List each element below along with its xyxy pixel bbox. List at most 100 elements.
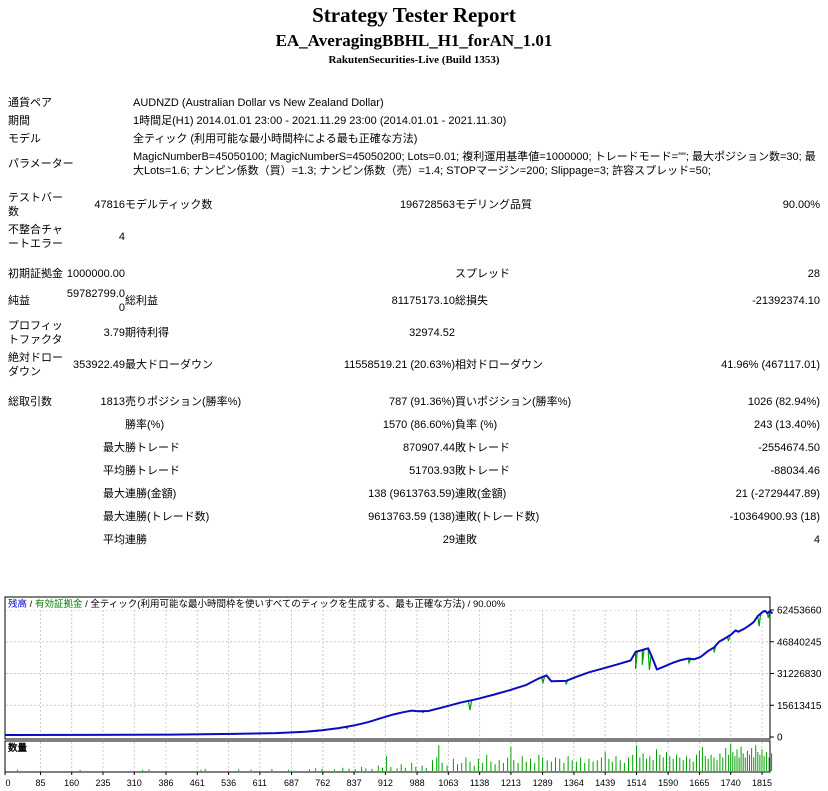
stat-value: 41.96% (467117.01) bbox=[721, 359, 821, 371]
stat-label bbox=[455, 317, 625, 349]
stat-label: 連勝(金額) bbox=[125, 487, 177, 500]
stat-value: 21 (-2729447.89) bbox=[735, 487, 821, 500]
stat-value bbox=[625, 221, 820, 253]
server-build: RakutenSecurities-Live (Build 1353) bbox=[328, 54, 500, 66]
stat-value: 29 bbox=[442, 533, 455, 546]
spacer-row bbox=[8, 253, 820, 262]
table-row: 期間 1時間足(H1) 2014.01.01 23:00 - 2021.11.29… bbox=[8, 112, 820, 130]
balance-chart: 残高 / 有効証拠金 / 全ティック(利用可能な最小時間枠を使いすべてのティック… bbox=[4, 596, 822, 788]
stat-label: 負率 (%) bbox=[455, 418, 498, 431]
svg-text:536: 536 bbox=[221, 778, 236, 788]
volume-bars bbox=[17, 744, 773, 771]
table-row: パラメーター MagicNumberB=45050100; MagicNumber… bbox=[8, 148, 820, 180]
table-row: 初期証拠金 1000000.00 スプレッド 28 bbox=[8, 262, 820, 285]
svg-text:1063: 1063 bbox=[438, 778, 458, 788]
stat-value bbox=[310, 262, 455, 285]
stat-value: 32974.52 bbox=[409, 327, 455, 339]
stat-label: プロフィットファクタ bbox=[8, 320, 63, 346]
volume-label: 数量 bbox=[7, 742, 28, 754]
report-table-wrap: 通貨ペア AUDNZD (Australian Dollar vs New Zea… bbox=[8, 94, 820, 551]
stat-label: 不整合チャートエラー bbox=[8, 224, 63, 250]
svg-text:0: 0 bbox=[777, 733, 783, 744]
stat-label bbox=[125, 262, 310, 285]
table-row: 最大 連勝(トレード数) 9613763.59 (138) 連敗(トレード数) -103… bbox=[8, 505, 820, 528]
stat-label: 勝トレード bbox=[125, 441, 180, 454]
stat-label: 売りポジション(勝率%) bbox=[125, 395, 242, 408]
stat-label: テストバー数 bbox=[8, 192, 63, 218]
stat-label: スプレッド bbox=[455, 267, 510, 280]
stat-label: 総利益 bbox=[125, 295, 158, 307]
stat-label: パラメーター bbox=[8, 158, 74, 170]
stat-label bbox=[8, 459, 63, 482]
table-row: 絶対ドローダウン 353922.49 最大ドローダウン 11558519.21 (20… bbox=[8, 349, 820, 381]
stat-label: 買いポジション(勝率%) bbox=[455, 395, 572, 408]
svg-text:85: 85 bbox=[35, 778, 45, 788]
svg-text:611: 611 bbox=[253, 778, 267, 788]
svg-text:235: 235 bbox=[95, 778, 110, 788]
svg-text:0: 0 bbox=[5, 778, 10, 788]
stat-label: モデリング品質 bbox=[455, 199, 532, 211]
stat-label bbox=[8, 505, 63, 528]
stat-value: 9613763.59 (138) bbox=[368, 510, 455, 523]
page-title: Strategy Tester Report bbox=[312, 3, 516, 27]
stat-label: 連敗 bbox=[455, 533, 477, 546]
chart-legend: 残高 / 有効証拠金 / 全ティック(利用可能な最小時間枠を使いすべてのティック… bbox=[8, 598, 506, 610]
svg-text:1213: 1213 bbox=[501, 778, 521, 788]
stat-value: 81175173.10 bbox=[391, 295, 455, 307]
svg-text:1364: 1364 bbox=[564, 778, 584, 788]
svg-text:1289: 1289 bbox=[533, 778, 553, 788]
svg-text:310: 310 bbox=[127, 778, 142, 788]
stat-label: 最大ドローダウン bbox=[125, 359, 213, 371]
stat-value: 59782799.00 bbox=[66, 288, 125, 314]
stat-value: 11558519.21 (20.63%) bbox=[343, 359, 455, 371]
stat-label: 総損失 bbox=[455, 295, 488, 307]
svg-text:160: 160 bbox=[64, 778, 79, 788]
stat-label bbox=[8, 413, 63, 436]
stat-label: 通貨ペア bbox=[8, 97, 52, 109]
spacer-row bbox=[8, 180, 820, 189]
svg-text:31226830: 31226830 bbox=[777, 669, 822, 680]
stat-value: 870907.44 bbox=[403, 441, 455, 454]
svg-text:1138: 1138 bbox=[470, 778, 489, 788]
stat-label: 敗トレード bbox=[455, 464, 510, 477]
table-row: 純益 59782799.00 総利益 81175173.10 総損失 -21392374.… bbox=[8, 285, 820, 317]
svg-text:988: 988 bbox=[410, 778, 425, 788]
stat-value: 51703.93 bbox=[409, 464, 455, 477]
svg-text:46840245: 46840245 bbox=[777, 637, 822, 648]
stat-label bbox=[125, 221, 310, 253]
stat-value: 1813 bbox=[100, 395, 125, 408]
table-row: 平均 連勝 29 連敗 4 bbox=[8, 528, 820, 551]
stat-label: モデルティック数 bbox=[125, 199, 213, 211]
stat-label: 連勝 bbox=[125, 533, 147, 546]
stat-label: 相対ドローダウン bbox=[455, 359, 543, 371]
stat-value: 1時間足(H1) 2014.01.01 23:00 - 2021.11.29 2… bbox=[133, 115, 507, 127]
y-axis-labels: 62453660 46840245 31226830 15613415 0 bbox=[770, 606, 822, 744]
svg-text:912: 912 bbox=[378, 778, 393, 788]
stat-value: 1570 (86.60%) bbox=[382, 418, 455, 431]
stat-label: 期待利得 bbox=[125, 327, 169, 339]
stat-value: 138 (9613763.59) bbox=[368, 487, 455, 500]
svg-text:62453660: 62453660 bbox=[777, 606, 822, 617]
stat-value: AUDNZD (Australian Dollar vs New Zealand… bbox=[133, 97, 384, 109]
svg-text:1439: 1439 bbox=[595, 778, 615, 788]
svg-text:461: 461 bbox=[190, 778, 205, 788]
stat-value: 243 (13.40%) bbox=[753, 418, 821, 431]
stat-label: 初期証拠金 bbox=[8, 267, 63, 280]
table-row: 平均 勝トレード 51703.93 敗トレード -88034.46 bbox=[8, 459, 820, 482]
stat-label bbox=[8, 482, 63, 505]
stat-label: 勝率(%) bbox=[125, 418, 165, 431]
stat-label bbox=[455, 221, 625, 253]
stat-value bbox=[310, 221, 455, 253]
balance-line bbox=[4, 609, 774, 736]
stat-label: 勝トレード bbox=[125, 464, 180, 477]
stat-value: 1026 (82.94%) bbox=[747, 395, 821, 408]
stat-value: 平均 bbox=[103, 464, 125, 477]
stat-label: 連勝(トレード数) bbox=[125, 510, 210, 523]
stat-value bbox=[625, 317, 820, 349]
stat-value: 28 bbox=[807, 267, 821, 280]
stat-value: 4 bbox=[813, 533, 821, 546]
table-row: 勝率(%) 1570 (86.60%) 負率 (%) 243 (13.40%) bbox=[8, 413, 820, 436]
spacer-row bbox=[8, 381, 820, 390]
svg-text:762: 762 bbox=[315, 778, 330, 788]
